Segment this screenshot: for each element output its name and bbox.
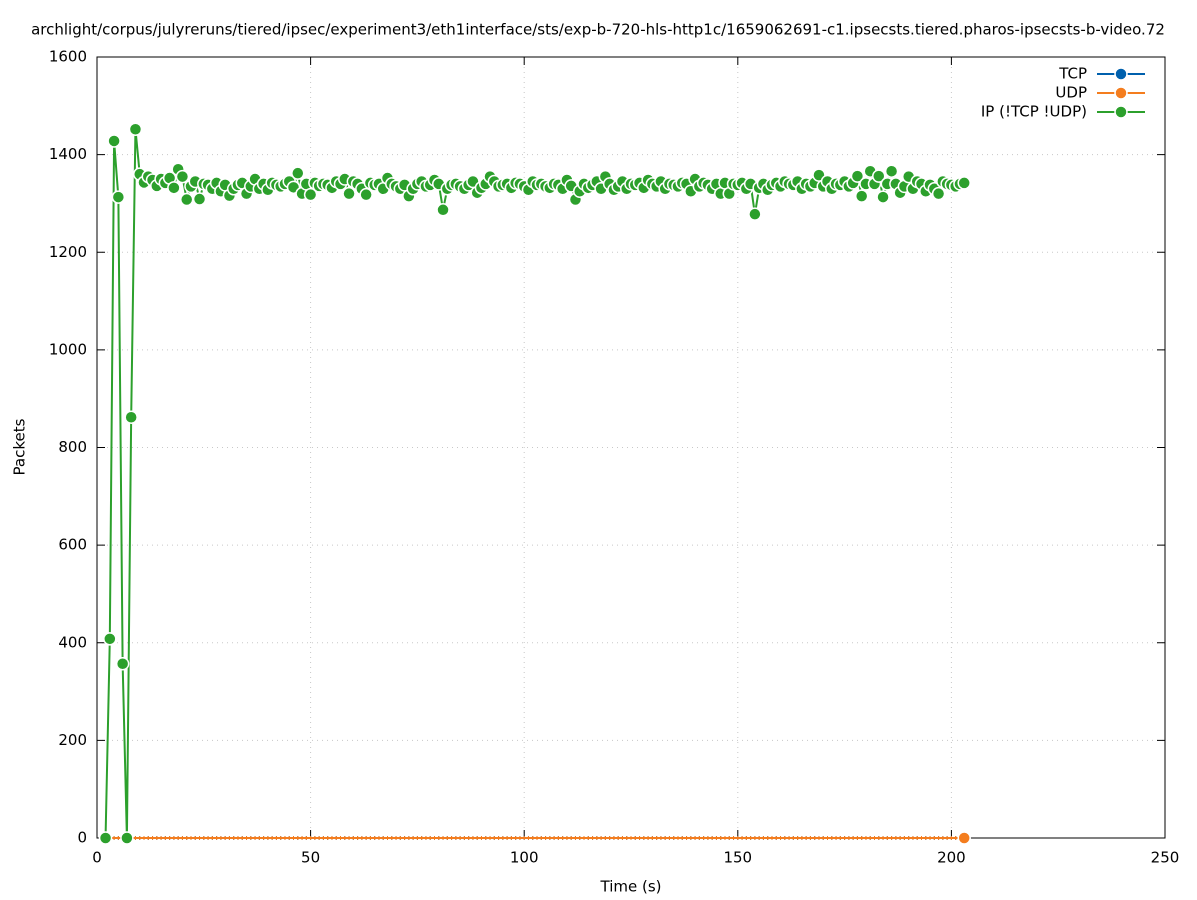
legend-marker <box>1114 67 1128 81</box>
data-point <box>931 186 946 201</box>
y-tick-label: 200 <box>58 731 87 749</box>
x-tick-label: 150 <box>723 849 752 867</box>
y-axis-label: Packets <box>11 418 29 475</box>
data-point <box>115 656 130 671</box>
y-tick-label: 600 <box>58 536 87 554</box>
data-point <box>175 169 190 184</box>
data-point <box>107 134 121 148</box>
data-point <box>103 632 117 646</box>
series-line <box>104 129 965 839</box>
legend-label: TCP <box>1058 65 1087 83</box>
data-point <box>884 164 899 178</box>
x-tick-label: 200 <box>937 849 966 867</box>
data-point <box>179 192 194 207</box>
data-point <box>957 176 971 190</box>
data-point <box>192 192 207 206</box>
x-tick-label: 0 <box>92 849 102 867</box>
y-tick-label: 1000 <box>49 340 87 358</box>
data-point <box>872 169 886 183</box>
data-point <box>303 187 318 202</box>
x-tick-label: 100 <box>510 849 539 867</box>
data-point <box>291 166 305 180</box>
data-point <box>167 181 181 195</box>
data-point <box>850 169 865 183</box>
y-tick-label: 400 <box>58 633 87 651</box>
y-tick-label: 1200 <box>49 243 87 261</box>
legend-marker <box>1114 86 1128 100</box>
y-tick-label: 1400 <box>49 145 87 163</box>
data-point <box>957 831 971 845</box>
legend-label: UDP <box>1055 84 1087 102</box>
data-point <box>342 186 356 201</box>
data-point <box>854 189 869 203</box>
x-tick-label: 250 <box>1151 849 1180 867</box>
data-point <box>98 831 113 845</box>
x-tick-label: 50 <box>301 849 320 867</box>
data-point <box>359 187 373 202</box>
data-point <box>128 122 143 136</box>
data-point <box>436 203 450 217</box>
legend-label: IP (!TCP !UDP) <box>981 103 1087 121</box>
data-point <box>111 190 126 204</box>
data-point <box>120 831 134 845</box>
chart-title: archlight/corpus/julyreruns/tiered/ipsec… <box>31 21 1165 39</box>
legend-marker <box>1114 105 1128 119</box>
y-tick-label: 0 <box>77 829 87 847</box>
data-point <box>876 190 890 204</box>
y-tick-label: 800 <box>58 438 87 456</box>
data-point <box>748 207 762 221</box>
y-tick-label: 1600 <box>49 48 87 66</box>
x-axis-label: Time (s) <box>600 878 662 896</box>
data-point <box>124 410 138 424</box>
